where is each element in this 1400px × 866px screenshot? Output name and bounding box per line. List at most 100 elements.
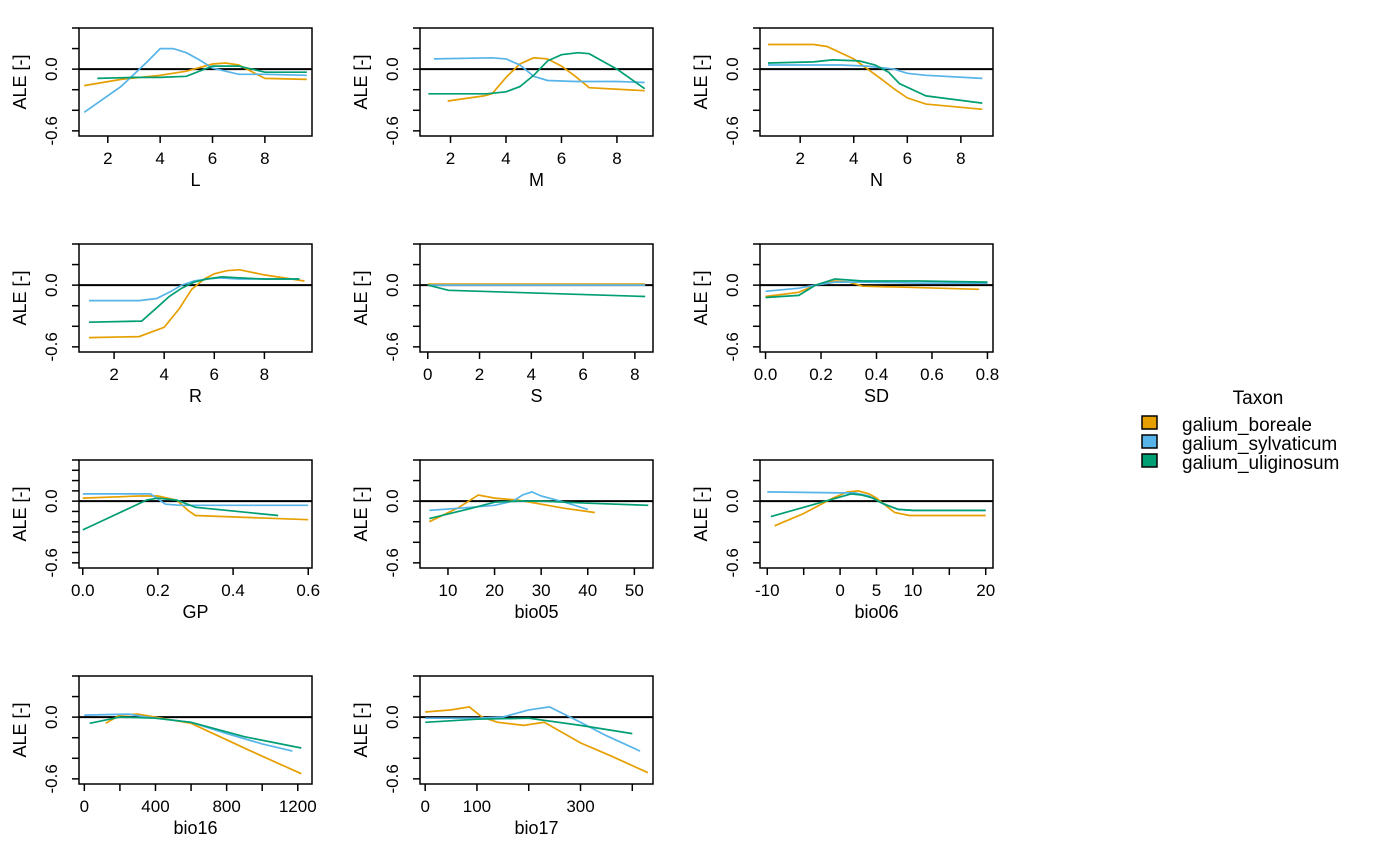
panel-bio05-xtick-label: 40	[578, 581, 597, 600]
panel-gp-ylabel: ALE [-]	[10, 486, 30, 541]
panel-bio06-ytick-label: 0.0	[723, 489, 742, 513]
panel-r-frame	[78, 243, 313, 353]
legend-swatch-3	[1141, 453, 1158, 468]
panel-n-xlabel: N	[870, 170, 883, 190]
panel-bio06-xtick-label: -10	[755, 581, 780, 600]
panel-m-xtick-label: 2	[446, 149, 455, 168]
legend-entry-3: galium_uliginosum	[1141, 453, 1339, 474]
panel-r-xtick-label: 2	[109, 365, 118, 384]
panel-r-ytick-label: -0.6	[42, 332, 61, 361]
panel-bio16-xtick-label: 400	[141, 797, 169, 816]
panel-bio06-xtick-label: 5	[872, 581, 881, 600]
panel-bio17-ylabel: ALE [-]	[351, 702, 371, 757]
panel-bio06-ytick-label: -0.6	[723, 548, 742, 577]
panel-l-series-galium_uliginosum	[97, 65, 307, 80]
panel-bio06-xtick-label: 10	[903, 581, 922, 600]
panel-m-frame	[419, 27, 654, 137]
panel-bio05-series-galium_uliginosum	[429, 500, 649, 520]
panel-n-ytick-label: 0.0	[723, 57, 742, 81]
panel-sd-frame	[759, 243, 994, 353]
panel-gp-xtick-label: 0.2	[146, 581, 170, 600]
panel-n-ylabel: ALE [-]	[691, 54, 711, 109]
panel-r-xtick-label: 6	[210, 365, 219, 384]
panel-gp-ytick-label: 0.0	[42, 489, 61, 513]
panel-bio16-xtick-label: 800	[212, 797, 240, 816]
legend: Taxon galium_boreale galium_sylvaticum g…	[1141, 388, 1339, 474]
panel-bio05-xtick-label: 30	[532, 581, 551, 600]
panel-s-xtick-label: 4	[527, 365, 536, 384]
legend-label-3: galium_uliginosum	[1182, 453, 1339, 474]
panel-sd-ytick-label: 0.0	[723, 273, 742, 297]
legend-label-1: galium_boreale	[1182, 415, 1312, 436]
panel-m-ylabel: ALE [-]	[351, 54, 371, 109]
panel-bio06-frame	[759, 459, 994, 569]
panel-bio06-xtick-label: 0	[835, 581, 844, 600]
panel-n: 2 4 6 8 -0.6 0.0 N ALE [-]	[691, 27, 994, 190]
panel-bio17-xtick-label: 100	[463, 797, 491, 816]
panel-l-xtick-label: 2	[103, 149, 112, 168]
panel-bio06-series-galium_boreale	[774, 490, 986, 527]
panel-bio06: -10 0 5 10 20 -0.6 0.0 bio06 ALE [-]	[691, 459, 995, 622]
panel-bio16-xtick-label: 1200	[279, 797, 317, 816]
panel-l-frame	[78, 27, 313, 137]
panel-bio05-ytick-label: 0.0	[383, 489, 402, 513]
panel-gp-xtick-label: 0.4	[221, 581, 245, 600]
panel-bio05-xtick-label: 10	[438, 581, 457, 600]
legend-entry-2: galium_sylvaticum	[1141, 434, 1337, 455]
panel-r-xlabel: R	[189, 386, 202, 406]
panel-sd-xtick-label: 0.2	[809, 365, 833, 384]
panel-sd-xtick-label: 0.4	[865, 365, 889, 384]
panel-bio17: 0 100 300 -0.6 0.0 bio17 ALE [-]	[351, 675, 654, 838]
panel-gp: 0.0 0.2 0.4 0.6 -0.6 0.0 GP ALE [-]	[10, 459, 320, 622]
panel-sd-series-galium_uliginosum	[765, 278, 988, 299]
panel-bio16-frame	[78, 675, 313, 785]
panel-m: 2 4 6 8 -0.6 0.0 M ALE [-]	[351, 27, 654, 190]
legend-entry-1: galium_boreale	[1141, 415, 1312, 436]
panel-sd-xtick-label: 0.6	[920, 365, 944, 384]
panel-bio17-series-galium_uliginosum	[425, 717, 633, 735]
panel-m-ytick-label: -0.6	[383, 116, 402, 145]
panel-bio17-ytick-label: -0.6	[383, 764, 402, 793]
panel-l-ylabel: ALE [-]	[10, 54, 30, 109]
legend-label-2: galium_sylvaticum	[1182, 434, 1337, 455]
panel-m-series-galium_uliginosum	[428, 51, 646, 95]
panel-bio17-series-galium_boreale	[425, 705, 649, 774]
panel-gp-series-galium_sylvaticum	[82, 493, 309, 507]
panel-s-xtick-label: 0	[423, 365, 432, 384]
panel-bio17-series-galium_sylvaticum	[425, 706, 641, 752]
panel-s-xtick-label: 2	[475, 365, 484, 384]
panel-m-ytick-label: 0.0	[383, 57, 402, 81]
panel-sd-xlabel: SD	[864, 386, 889, 406]
panel-n-xtick-label: 8	[956, 149, 965, 168]
panel-bio16-series-galium_sylvaticum	[84, 713, 293, 752]
panel-n-xtick-label: 2	[795, 149, 804, 168]
panel-bio16-xtick-label: 0	[80, 797, 89, 816]
panel-l-xlabel: L	[190, 170, 200, 190]
legend-title: Taxon	[1233, 388, 1284, 409]
panel-n-series-galium_uliginosum	[767, 59, 983, 104]
panel-r-xtick-label: 8	[260, 365, 269, 384]
panel-bio16-ytick-label: -0.6	[42, 764, 61, 793]
panel-l-xtick-label: 4	[155, 149, 164, 168]
panel-bio17-frame	[419, 675, 654, 785]
panel-s-series-galium_uliginosum	[427, 284, 646, 298]
panel-gp-xtick-label: 0.0	[71, 581, 95, 600]
panel-m-xtick-label: 4	[501, 149, 510, 168]
panel-sd-series-galium_sylvaticum	[765, 281, 988, 293]
panel-bio16-ylabel: ALE [-]	[10, 702, 30, 757]
panel-sd-xtick-label: 0.8	[976, 365, 1000, 384]
panels: 2 4 6 8 -0.6 0.0 L ALE [-] 2 4 6 8 -0.6 0.0 M ALE [-] 2 4…	[10, 27, 1000, 838]
panel-l-ytick-label: 0.0	[42, 57, 61, 81]
panel-n-series-galium_sylvaticum	[768, 64, 983, 80]
panel-s-frame	[419, 243, 654, 353]
panel-sd-ylabel: ALE [-]	[691, 270, 711, 325]
panel-r-xtick-label: 4	[159, 365, 168, 384]
panel-gp-frame	[78, 459, 313, 569]
panel-r-ylabel: ALE [-]	[10, 270, 30, 325]
panel-s: 0 2 4 6 8 -0.6 0.0 S ALE [-]	[351, 243, 654, 406]
panel-bio17-xtick-label: 300	[566, 797, 594, 816]
panel-gp-series-galium_uliginosum	[82, 497, 279, 531]
panel-bio05-ytick-label: -0.6	[383, 548, 402, 577]
legend-swatch-2	[1141, 434, 1158, 449]
